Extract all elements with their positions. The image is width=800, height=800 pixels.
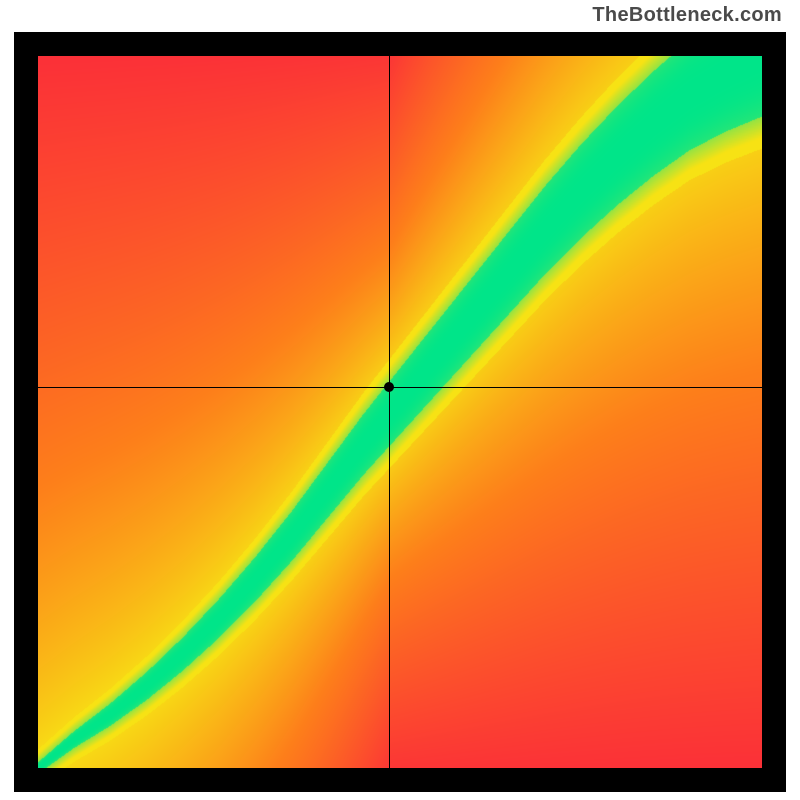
crosshair-vertical	[389, 56, 390, 768]
bottleneck-heatmap	[38, 56, 762, 768]
watermark: TheBottleneck.com	[592, 4, 782, 27]
chart-container: TheBottleneck.com	[0, 0, 800, 800]
crosshair-horizontal	[38, 387, 762, 388]
crosshair-dot[interactable]	[384, 382, 394, 392]
